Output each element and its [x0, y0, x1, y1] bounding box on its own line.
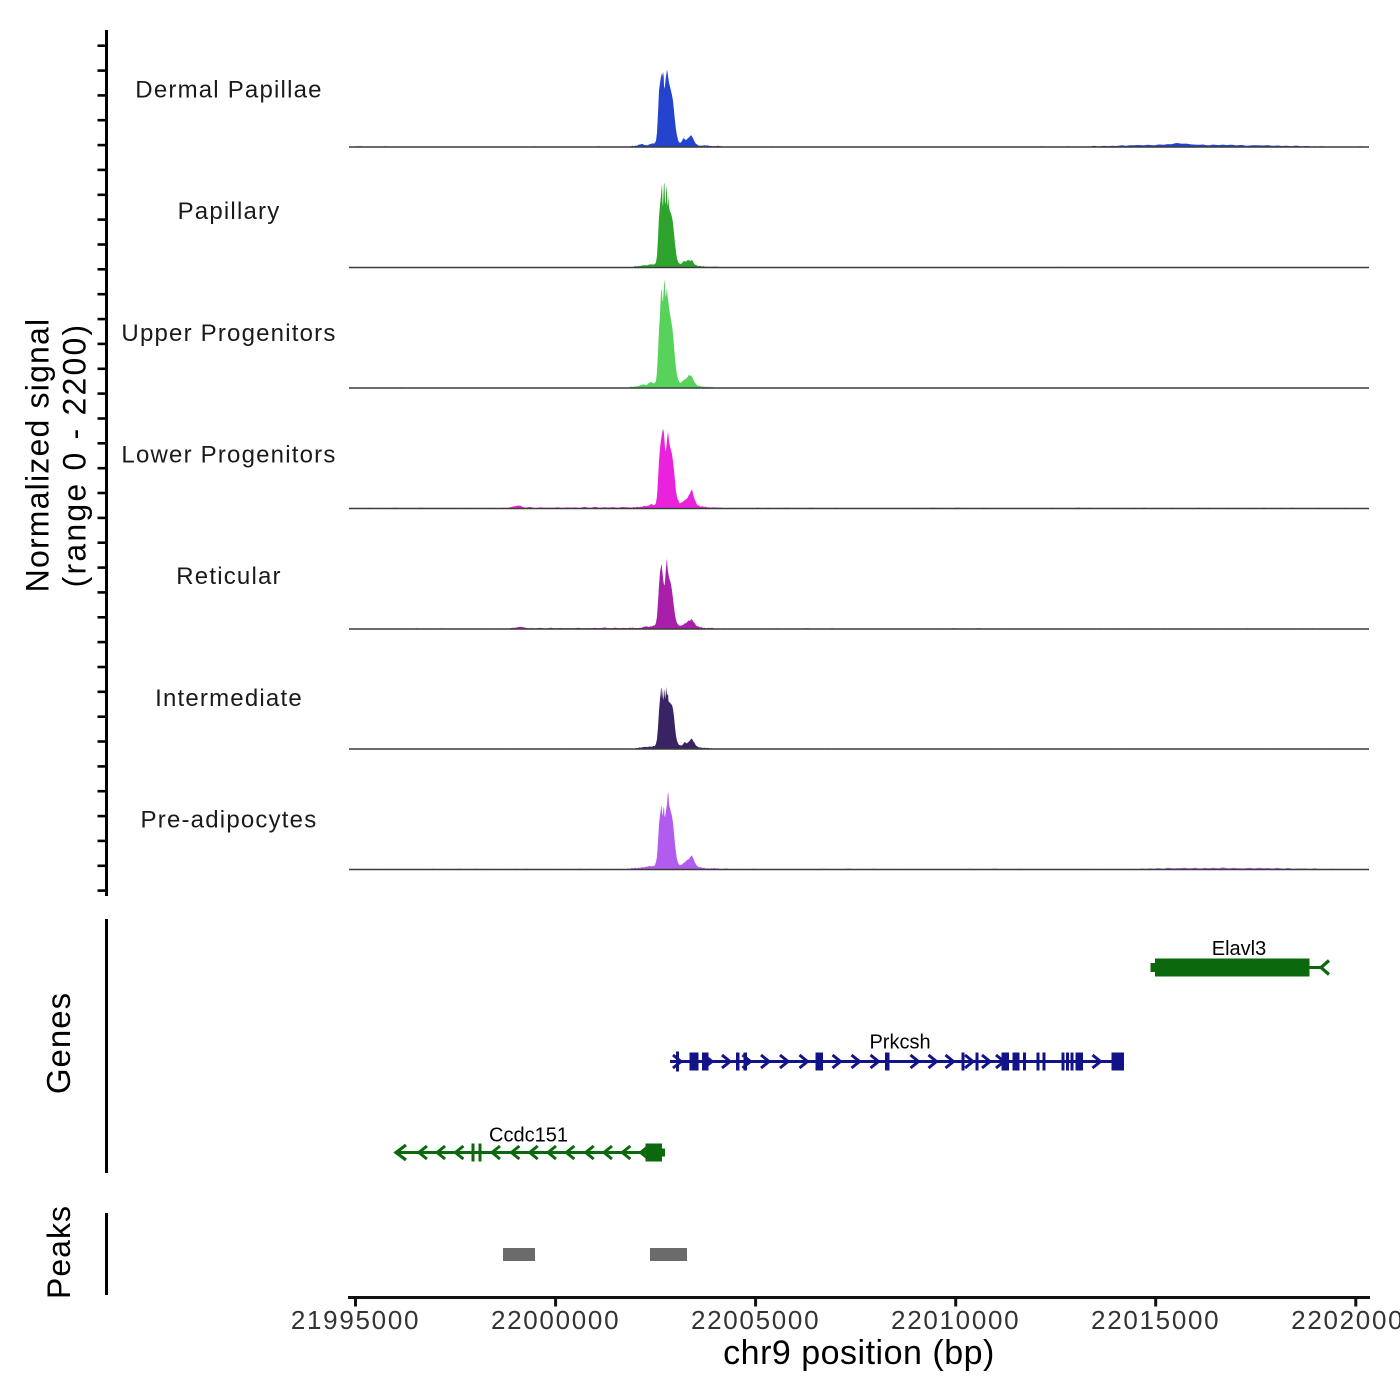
svg-text:Elavl3: Elavl3: [1212, 938, 1266, 960]
svg-text:Normalized signal: Normalized signal: [19, 318, 55, 593]
svg-text:Reticular: Reticular: [176, 563, 282, 590]
svg-text:22020000: 22020000: [1291, 1305, 1400, 1335]
svg-text:22005000: 22005000: [691, 1305, 820, 1335]
svg-text:Peaks: Peaks: [41, 1205, 77, 1299]
svg-text:Upper Progenitors: Upper Progenitors: [121, 320, 336, 347]
svg-text:21995000: 21995000: [291, 1305, 420, 1335]
svg-text:Genes: Genes: [40, 992, 77, 1094]
svg-text:chr9 position (bp): chr9 position (bp): [723, 1334, 995, 1372]
svg-text:22015000: 22015000: [1091, 1305, 1220, 1335]
svg-text:22000000: 22000000: [491, 1305, 620, 1335]
svg-text:Pre-adipocytes: Pre-adipocytes: [141, 807, 318, 834]
svg-text:Lower Progenitors: Lower Progenitors: [121, 442, 336, 469]
svg-text:Intermediate: Intermediate: [155, 685, 303, 712]
svg-text:Dermal Papillae: Dermal Papillae: [135, 76, 322, 103]
svg-text:Ccdc151: Ccdc151: [489, 1125, 568, 1147]
svg-text:22010000: 22010000: [891, 1305, 1020, 1335]
svg-text:Papillary: Papillary: [178, 198, 281, 225]
svg-text:(range 0 - 2200): (range 0 - 2200): [56, 323, 92, 588]
svg-text:Prkcsh: Prkcsh: [869, 1032, 930, 1054]
